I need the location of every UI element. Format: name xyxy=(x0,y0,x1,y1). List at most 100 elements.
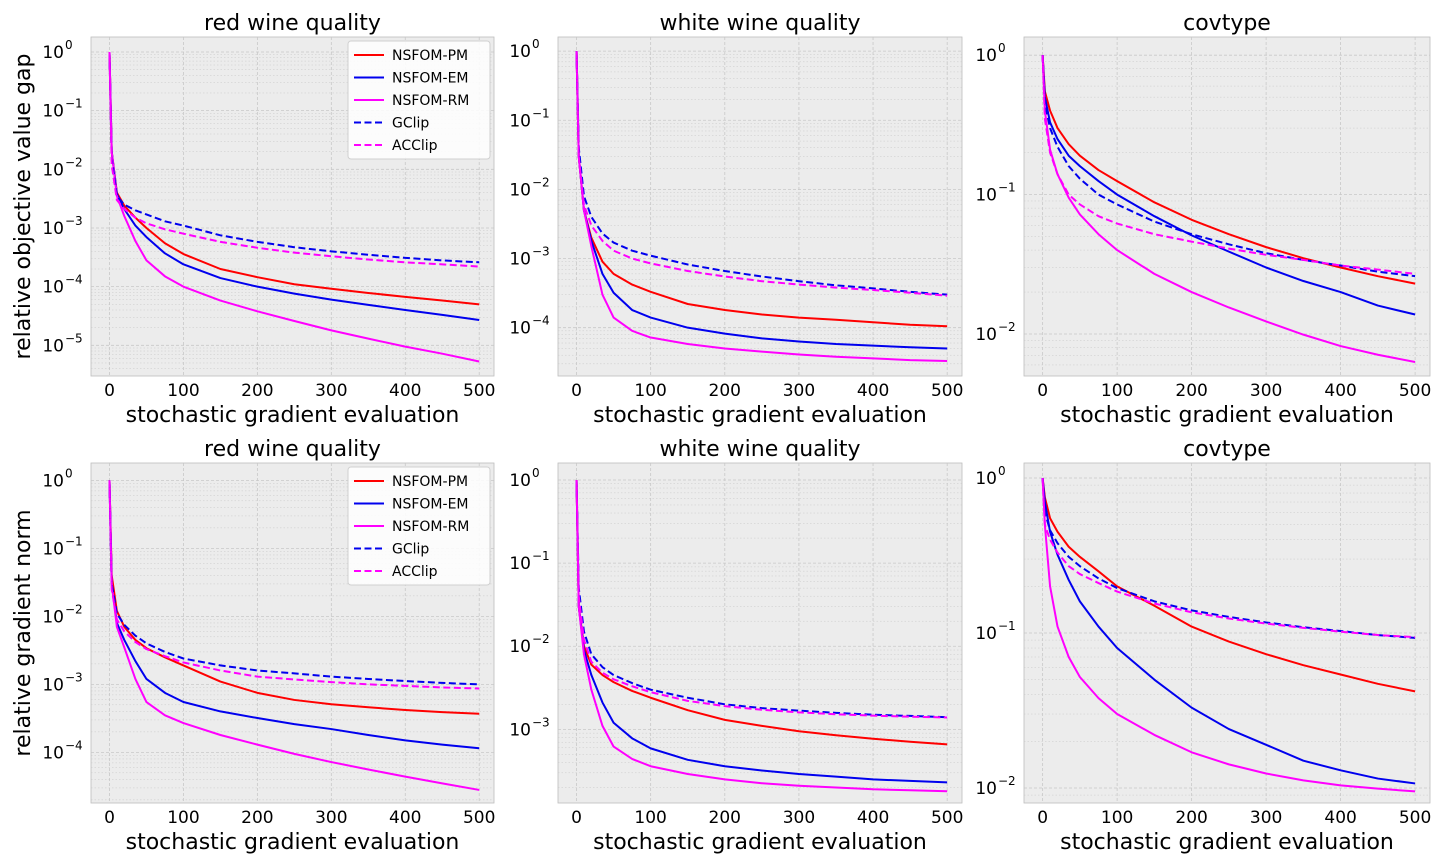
series-line-acclip xyxy=(1041,55,1416,275)
x-tick-label: 300 xyxy=(315,381,347,401)
y-tick-exponent: −3 xyxy=(532,245,550,259)
x-tick-label: 500 xyxy=(931,808,963,828)
x-tick-label: 400 xyxy=(389,808,421,828)
chart-title: covtype xyxy=(1183,11,1271,36)
series-line-nsfom-em xyxy=(1041,55,1416,316)
x-tick-label: 100 xyxy=(634,808,666,828)
x-tick-label: 200 xyxy=(241,808,273,828)
legend-label: NSFOM-PM xyxy=(392,474,468,490)
y-tick-exponent: −1 xyxy=(65,97,83,111)
y-tick-label: 10 xyxy=(509,637,531,657)
x-tick-label: 0 xyxy=(1037,381,1048,401)
y-tick-label: 10 xyxy=(42,219,64,239)
x-tick-label: 400 xyxy=(857,808,889,828)
x-tick-label: 300 xyxy=(783,808,815,828)
y-tick-exponent: −2 xyxy=(998,774,1016,788)
y-tick-exponent: −1 xyxy=(65,534,83,548)
x-axis-label: stochastic gradient evaluation xyxy=(1060,403,1394,428)
y-tick-exponent: −2 xyxy=(65,155,83,169)
x-tick-label: 500 xyxy=(463,808,495,828)
series-line-gclip xyxy=(108,480,480,686)
y-tick-exponent: −1 xyxy=(998,619,1016,633)
x-tick-label: 200 xyxy=(1175,381,1207,401)
x-tick-label: 500 xyxy=(1399,808,1431,828)
y-tick-label: 10 xyxy=(975,46,997,66)
y-tick-exponent: −4 xyxy=(65,738,83,752)
y-tick-label: 10 xyxy=(509,111,531,131)
plot-area xyxy=(557,36,963,377)
y-tick-exponent: −5 xyxy=(65,331,83,345)
x-tick-label: 200 xyxy=(709,808,741,828)
y-tick-exponent: −1 xyxy=(532,549,550,563)
y-tick-exponent: −2 xyxy=(998,320,1016,334)
y-tick-label: 10 xyxy=(509,554,531,574)
series-line-acclip xyxy=(575,479,948,719)
series-line-nsfom-rm xyxy=(108,51,480,363)
y-tick-label: 10 xyxy=(509,180,531,200)
x-tick-label: 500 xyxy=(463,381,495,401)
y-tick-exponent: 0 xyxy=(532,37,540,51)
legend-label: ACClip xyxy=(392,138,438,154)
y-tick-label: 10 xyxy=(42,43,64,63)
y-tick-label: 10 xyxy=(509,42,531,62)
y-tick-label: 10 xyxy=(509,471,531,491)
y-tick-exponent: 0 xyxy=(998,41,1006,55)
x-tick-label: 300 xyxy=(315,808,347,828)
chart-title: white wine quality xyxy=(659,437,860,462)
x-tick-label: 400 xyxy=(857,381,889,401)
y-tick-label: 10 xyxy=(42,102,64,122)
legend-label: NSFOM-PM xyxy=(392,48,468,64)
x-tick-label: 100 xyxy=(167,808,199,828)
y-tick-exponent: −2 xyxy=(532,632,550,646)
y-tick-exponent: −1 xyxy=(532,106,550,120)
legend-label: NSFOM-RM xyxy=(392,519,469,535)
legend-label: ACClip xyxy=(392,564,438,580)
series-line-nsfom-rm xyxy=(575,51,948,362)
y-tick-label: 10 xyxy=(42,539,64,559)
legend-box xyxy=(347,40,491,160)
series-line-acclip xyxy=(575,51,948,297)
y-tick-exponent: −3 xyxy=(65,670,83,684)
x-tick-label: 0 xyxy=(104,808,115,828)
y-tick-label: 10 xyxy=(42,743,64,763)
x-tick-label: 0 xyxy=(571,808,582,828)
y-tick-label: 10 xyxy=(509,319,531,339)
y-tick-label: 10 xyxy=(509,720,531,740)
series-line-gclip xyxy=(108,51,480,264)
legend-box xyxy=(347,466,491,586)
x-tick-label: 400 xyxy=(1324,381,1356,401)
y-tick-exponent: −4 xyxy=(532,314,550,328)
series-line-nsfom-em xyxy=(108,480,480,750)
y-tick-exponent: 0 xyxy=(65,38,73,52)
series-line-gclip xyxy=(575,51,948,296)
y-tick-exponent: 0 xyxy=(532,466,540,480)
x-tick-label: 200 xyxy=(1175,808,1207,828)
legend-label: NSFOM-RM xyxy=(392,93,469,109)
x-tick-label: 0 xyxy=(1037,808,1048,828)
series-line-nsfom-rm xyxy=(108,480,480,791)
y-tick-exponent: −2 xyxy=(532,175,550,189)
x-tick-label: 0 xyxy=(571,381,582,401)
x-tick-label: 0 xyxy=(104,381,115,401)
legend-label: NSFOM-EM xyxy=(392,497,469,513)
y-tick-label: 10 xyxy=(975,186,997,206)
y-tick-exponent: −3 xyxy=(532,715,550,729)
y-tick-label: 10 xyxy=(42,160,64,180)
chart-title: red wine quality xyxy=(204,11,381,36)
chart-title: white wine quality xyxy=(659,11,860,36)
x-tick-label: 100 xyxy=(634,381,666,401)
x-tick-label: 300 xyxy=(1250,381,1282,401)
y-tick-exponent: −3 xyxy=(65,214,83,228)
x-axis-label: stochastic gradient evaluation xyxy=(593,403,927,428)
x-tick-label: 100 xyxy=(167,381,199,401)
y-axis-label: relative objective value gap xyxy=(11,54,36,360)
y-tick-label: 10 xyxy=(42,607,64,627)
series-line-nsfom-em xyxy=(1041,477,1416,785)
x-axis-label: stochastic gradient evaluation xyxy=(126,830,460,855)
legend-label: GClip xyxy=(392,116,429,132)
y-tick-exponent: −1 xyxy=(998,181,1016,195)
y-tick-exponent: −2 xyxy=(65,602,83,616)
series-line-nsfom-pm xyxy=(575,479,948,746)
x-axis-label: stochastic gradient evaluation xyxy=(593,830,927,855)
x-tick-label: 500 xyxy=(1399,381,1431,401)
